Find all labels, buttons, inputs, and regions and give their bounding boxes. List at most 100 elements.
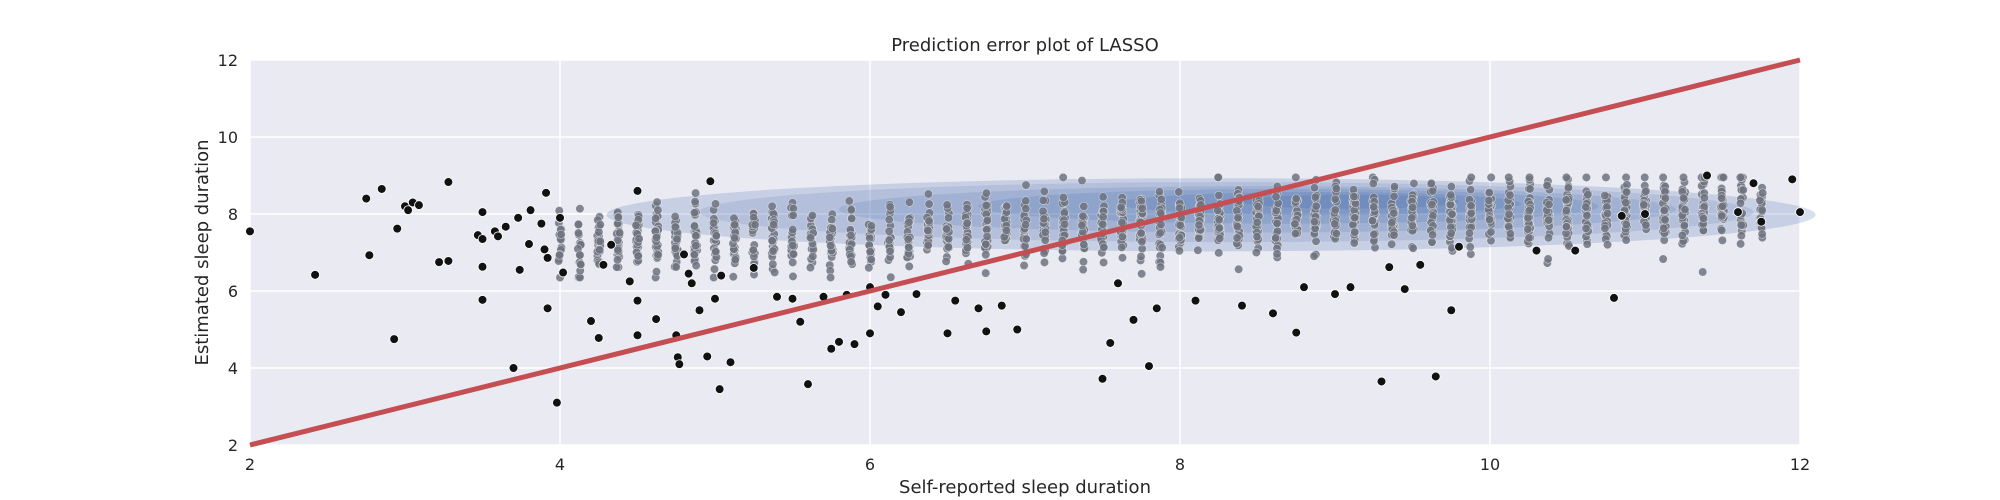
x-tick-label: 8 <box>1175 455 1185 474</box>
dense-point <box>886 272 896 282</box>
scatter-point <box>872 301 883 312</box>
dense-point <box>1271 206 1281 216</box>
dense-point <box>728 272 738 282</box>
dense-point <box>613 212 623 222</box>
dense-point <box>1466 172 1476 182</box>
dense-point <box>1194 220 1204 230</box>
dense-point <box>1175 233 1185 243</box>
dense-point <box>1002 201 1012 211</box>
dense-point <box>1659 205 1669 215</box>
dense-point <box>1466 208 1476 218</box>
dense-point <box>1232 233 1242 243</box>
dense-point <box>1465 242 1475 252</box>
dense-point <box>1542 180 1552 190</box>
scatter-point <box>973 303 984 314</box>
scatter-point <box>1384 262 1395 272</box>
scatter-point <box>1748 178 1759 189</box>
dense-point <box>748 245 758 255</box>
dense-point <box>1660 193 1670 203</box>
scatter-point <box>477 295 488 305</box>
scatter-point <box>1702 170 1712 181</box>
scatter-point <box>1733 207 1743 217</box>
dense-point <box>885 202 895 212</box>
dense-point <box>1078 257 1088 267</box>
dense-point <box>1331 184 1341 194</box>
dense-point <box>1582 211 1592 221</box>
dense-point <box>1290 219 1300 229</box>
dense-point <box>691 261 701 271</box>
scatter-point <box>725 357 736 368</box>
dense-point <box>670 222 680 232</box>
dense-point <box>961 235 971 245</box>
dense-point <box>1680 205 1690 215</box>
scatter-point <box>552 397 562 408</box>
dense-point <box>1156 194 1166 204</box>
dense-point <box>689 208 699 218</box>
dense-point <box>1640 172 1650 182</box>
scatter-point <box>606 240 616 250</box>
dense-point <box>1407 213 1417 223</box>
dense-point <box>1757 229 1767 239</box>
scatter-point <box>586 316 596 326</box>
scatter-point <box>803 379 813 389</box>
outlier-points <box>245 170 1805 408</box>
dense-point <box>1561 172 1571 182</box>
identity-line-group <box>249 57 1801 448</box>
dense-point <box>1038 195 1048 205</box>
dense-point <box>1214 223 1224 233</box>
dense-point <box>653 205 663 215</box>
dense-point <box>1446 190 1456 200</box>
dense-point <box>1428 230 1438 240</box>
scatter-point <box>525 205 536 215</box>
scatter-point <box>245 226 255 237</box>
scatter-point <box>541 188 551 198</box>
dense-point <box>1368 179 1378 189</box>
dense-point <box>1735 198 1745 208</box>
dense-point <box>730 255 740 265</box>
dense-point <box>1291 194 1301 204</box>
dense-point <box>1484 195 1494 205</box>
dense-point <box>1389 230 1399 240</box>
dense-point <box>1369 229 1379 239</box>
dense-point <box>1021 204 1031 214</box>
dense-point <box>1736 220 1746 230</box>
dense-point <box>1678 172 1688 182</box>
y-tick-label: 6 <box>228 282 238 301</box>
dense-point <box>962 203 972 213</box>
scatter-point <box>950 295 961 306</box>
dense-point <box>1658 254 1668 264</box>
scatter-point <box>795 316 806 327</box>
chart-title: Prediction error plot of LASSO <box>891 35 1159 56</box>
density-contour <box>978 188 1599 224</box>
dense-point <box>1504 172 1514 182</box>
scatter-point <box>1113 278 1123 289</box>
dense-point <box>1040 235 1050 245</box>
dense-point <box>981 188 991 198</box>
dense-point <box>827 215 837 225</box>
scatter-point <box>714 384 725 394</box>
scatter-point <box>981 326 992 337</box>
dense-point <box>730 220 740 230</box>
dense-point <box>867 221 877 231</box>
dense-point <box>691 188 701 198</box>
dense-point <box>885 246 895 256</box>
dense-point <box>1174 246 1184 256</box>
y-tick-label: 12 <box>218 51 238 70</box>
dense-point <box>1525 172 1535 182</box>
scatter-point <box>598 260 609 270</box>
dense-point <box>1698 267 1708 277</box>
scatter-point <box>1787 174 1798 185</box>
scatter-point <box>539 244 550 255</box>
identity-line <box>249 57 1801 448</box>
dense-point <box>788 249 798 259</box>
x-tick-label: 4 <box>555 455 565 474</box>
dense-point <box>1060 219 1070 229</box>
scatter-point <box>1616 211 1627 221</box>
dense-point <box>808 251 818 261</box>
scatter-point <box>651 314 661 324</box>
dense-point <box>709 264 719 274</box>
dense-point <box>825 232 835 242</box>
dense-point <box>1252 232 1262 242</box>
dense-point <box>1331 229 1341 239</box>
dense-point <box>1408 202 1418 212</box>
